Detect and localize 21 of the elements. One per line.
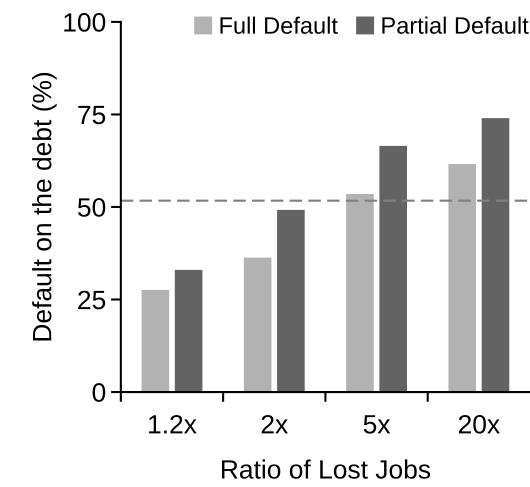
- x-axis-title: Ratio of Lost Jobs: [222, 459, 430, 479]
- bar: [142, 290, 170, 392]
- legend-label: Full Default: [220, 16, 338, 34]
- bar: [379, 146, 407, 392]
- y-tick-label: 25: [78, 290, 106, 310]
- bar: [346, 194, 374, 392]
- y-tick-label: 100: [64, 13, 106, 32]
- bar: [482, 118, 510, 392]
- y-tick-label: 0: [92, 383, 106, 402]
- bar: [448, 164, 476, 392]
- x-tick-label: 1.2x: [149, 414, 197, 434]
- y-tick-label: 50: [78, 198, 106, 217]
- bar: [277, 210, 305, 392]
- y-tick-label: 75: [78, 106, 106, 124]
- y-axis-title: Default on the debt (%): [32, 72, 57, 340]
- bar: [244, 258, 272, 392]
- legend-label: Partial Default: [382, 16, 529, 34]
- x-tick-label: 20x: [458, 414, 500, 434]
- x-tick-label: 5x: [364, 415, 390, 434]
- bar: [174, 270, 202, 392]
- x-tick-label: 2x: [262, 414, 288, 434]
